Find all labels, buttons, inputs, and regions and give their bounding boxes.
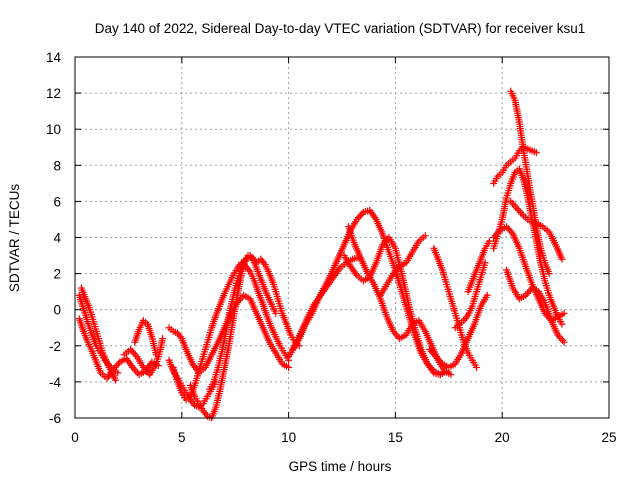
data-point	[112, 376, 120, 384]
data-point	[159, 335, 167, 343]
y-tick-label: -4	[49, 375, 61, 390]
axis-ticks	[74, 56, 610, 419]
tick-labels: 0 5 10 15 20 25 -6 -4 -2 0 2 4 6 8 10 12 14	[46, 50, 617, 445]
data-point	[114, 369, 122, 377]
y-tick-label: 2	[53, 267, 61, 282]
series-arc-19	[464, 237, 493, 296]
grid	[75, 57, 609, 418]
chart-title: Day 140 of 2022, Sidereal Day-to-day VTE…	[95, 21, 585, 36]
series-arc-10	[206, 252, 303, 393]
y-tick-label: 10	[46, 122, 61, 137]
series-arc-5	[131, 317, 160, 359]
series-arc-13	[340, 234, 451, 379]
x-tick-label: 5	[178, 430, 186, 445]
data-point	[560, 309, 568, 317]
series-arc-14	[344, 223, 455, 379]
series-arc-23	[490, 223, 568, 325]
series-arc-4	[120, 335, 167, 379]
x-tick-label: 25	[601, 430, 616, 445]
y-tick-label: 14	[46, 50, 62, 65]
x-tick-label: 0	[71, 430, 79, 445]
data-point	[473, 363, 481, 371]
x-tick-label: 15	[388, 430, 403, 445]
series-arc-15	[376, 232, 429, 299]
data-point	[447, 371, 455, 379]
x-axis-label: GPS time / hours	[289, 459, 392, 474]
y-axis-label: SDTVAR / TECUs	[7, 184, 22, 293]
series-arc-22	[507, 87, 553, 278]
y-tick-label: 0	[53, 303, 61, 318]
data-point	[558, 320, 566, 328]
data-point	[532, 149, 540, 157]
data-point	[152, 351, 160, 359]
x-tick-label: 20	[495, 430, 510, 445]
y-tick-label: 8	[53, 158, 61, 173]
data-point	[483, 291, 491, 299]
data-point	[272, 309, 280, 317]
y-tick-label: -2	[49, 339, 61, 354]
x-tick-label: 10	[281, 430, 296, 445]
data-point	[285, 363, 293, 371]
series-arc-25	[507, 197, 566, 263]
series-arc-3	[77, 284, 120, 384]
data-point	[421, 232, 429, 240]
series-arc-17	[426, 291, 491, 371]
series-arc-16	[430, 244, 481, 371]
data-points	[75, 87, 568, 422]
data-point	[558, 255, 566, 263]
series-arc-18	[451, 259, 489, 332]
data-point	[481, 259, 489, 267]
data-point	[485, 237, 493, 245]
y-tick-label: 12	[46, 86, 61, 101]
series-arc-24	[502, 266, 568, 346]
y-tick-label: 4	[53, 231, 61, 246]
y-tick-label: -6	[49, 411, 61, 426]
data-point	[560, 338, 568, 346]
y-tick-label: 6	[53, 194, 61, 209]
data-point	[545, 270, 553, 278]
